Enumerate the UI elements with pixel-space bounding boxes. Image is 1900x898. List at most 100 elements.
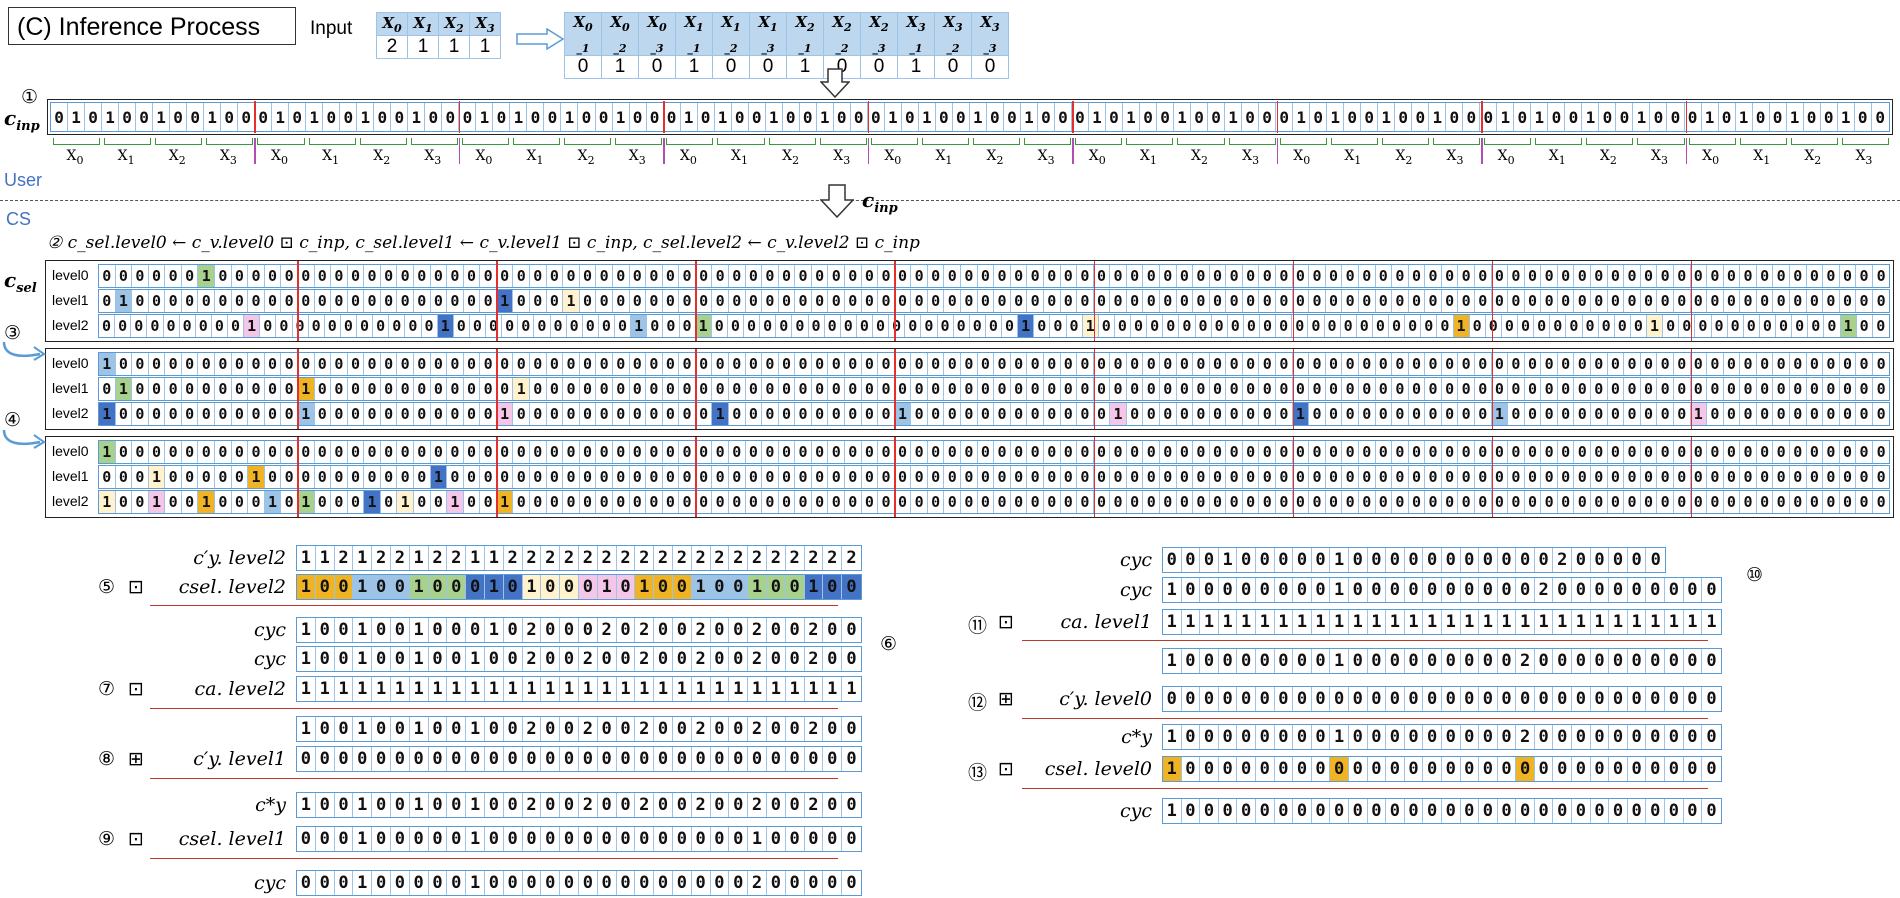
bit-cell: 2 — [335, 546, 354, 570]
bit-cell: 0 — [1226, 290, 1243, 312]
bit-cell: 1 — [335, 677, 354, 701]
bit-cell: 0 — [381, 466, 398, 488]
bit-cell: 0 — [732, 103, 749, 131]
bit-cell: 0 — [785, 575, 805, 599]
bit-cell: 0 — [1856, 378, 1873, 400]
bit-cell: 0 — [422, 315, 438, 337]
bit-cell: 0 — [828, 290, 846, 312]
bit-cell: 0 — [1094, 466, 1111, 488]
bit-cell: 0 — [414, 441, 431, 463]
bit-cell: 0 — [1807, 403, 1824, 425]
bit-cell: 0 — [485, 827, 504, 851]
group-divider — [894, 261, 896, 341]
bit-cell: 0 — [1665, 687, 1684, 711]
x-group-label: X3 — [1242, 148, 1260, 167]
bit-cell: 0 — [182, 290, 199, 312]
bit-cell: 0 — [1077, 265, 1094, 287]
bit-cell: 0 — [265, 378, 282, 400]
bit-cell: 0 — [316, 827, 335, 851]
bit-cell: 1 — [1237, 610, 1256, 634]
bit-cell: 0 — [265, 403, 282, 425]
bit-cell: 0 — [1646, 725, 1666, 749]
bit-cell: 0 — [1027, 466, 1044, 488]
bit-cell: 0 — [800, 103, 817, 131]
bit-cell: 0 — [1423, 578, 1442, 602]
bit-cell: 0 — [1106, 103, 1123, 131]
bit-cell: 0 — [1442, 378, 1459, 400]
bit-cell: 0 — [372, 871, 391, 895]
bit-cell: 0 — [1044, 403, 1061, 425]
bit-cell: 1 — [1609, 610, 1628, 634]
bit-cell: 1 — [504, 677, 523, 701]
bit-cell: 0 — [1856, 491, 1873, 513]
row-label: cyc — [253, 872, 286, 894]
bit-cell: 1 — [353, 618, 373, 642]
bit-cell: 0 — [132, 353, 149, 375]
bit-cell: 0 — [845, 353, 862, 375]
bit-cell: 0 — [1442, 649, 1461, 673]
bit-cell: 0 — [1628, 548, 1647, 572]
bit-cell: 0 — [1591, 687, 1610, 711]
bit-cell: 0 — [1275, 548, 1294, 572]
bit-cell: 0 — [823, 871, 843, 895]
bit-cell: 0 — [711, 827, 730, 851]
table-header-cell: X2 _2 — [823, 12, 861, 56]
bit-cell: 0 — [1376, 290, 1393, 312]
bit-cell: 0 — [530, 353, 547, 375]
bit-cell: 0 — [1609, 649, 1628, 673]
bit-cell: 0 — [630, 290, 647, 312]
bit-cell: 0 — [1405, 315, 1422, 337]
bit-cell: 0 — [1359, 491, 1376, 513]
bit-cell: 0 — [297, 747, 316, 771]
bit-cell: 2 — [748, 793, 767, 817]
bit-cell: 0 — [447, 378, 464, 400]
bit-cell: 0 — [1421, 315, 1438, 337]
bit-cell: 0 — [994, 491, 1011, 513]
bit-cell: 0 — [397, 353, 414, 375]
bit-cell: 0 — [579, 747, 598, 771]
arrow-right-icon — [516, 28, 565, 50]
bit-cell: 0 — [464, 403, 481, 425]
bit-cell: 0 — [779, 353, 796, 375]
bit-cell: 0 — [1011, 441, 1028, 463]
bit-cell: 0 — [1386, 799, 1405, 823]
bit-cell: 0 — [1479, 757, 1498, 781]
bit-cell: 0 — [1790, 466, 1807, 488]
bit-cell: 0 — [1757, 491, 1774, 513]
bit-cell: 0 — [911, 403, 928, 425]
bit-cell: 0 — [1368, 757, 1387, 781]
step-marker: ⑨ — [98, 828, 116, 850]
bit-cell: 0 — [165, 403, 182, 425]
bit-cell: 0 — [646, 378, 663, 400]
bit-cell: 1 — [316, 677, 335, 701]
bit-cell: 0 — [729, 793, 749, 817]
bit-cell: 0 — [647, 103, 664, 131]
bit-cell: 0 — [480, 290, 497, 312]
group-bracket — [1841, 138, 1889, 145]
bit-cell: 0 — [165, 353, 182, 375]
bit-cell: 0 — [617, 827, 636, 851]
bit-cell: 1 — [198, 265, 216, 287]
bit-cell: 2 — [692, 546, 711, 570]
bit-cell: 2 — [635, 717, 655, 741]
bit-cell: 0 — [857, 315, 873, 337]
bit-cell: 0 — [1368, 799, 1387, 823]
bit-cell: 0 — [911, 353, 928, 375]
bit-cell: 1 — [1442, 610, 1461, 634]
bit-cell: 0 — [348, 378, 365, 400]
bit-cell: 0 — [1200, 725, 1219, 749]
bit-cell: 1 — [410, 717, 429, 741]
bit-cell: 0 — [828, 353, 846, 375]
bit-cell: 0 — [792, 315, 809, 337]
bit-cell: 0 — [1368, 548, 1387, 572]
bit-cell: 0 — [1599, 315, 1615, 337]
bit-cell: 0 — [265, 441, 282, 463]
table-header-cell: X0 — [376, 12, 408, 36]
bit-cell: 0 — [260, 315, 277, 337]
bit-cell: 0 — [1724, 403, 1741, 425]
bit-cell: 1 — [1479, 610, 1498, 634]
bit-cell: 0 — [504, 827, 523, 851]
bit-cell: 0 — [786, 871, 805, 895]
